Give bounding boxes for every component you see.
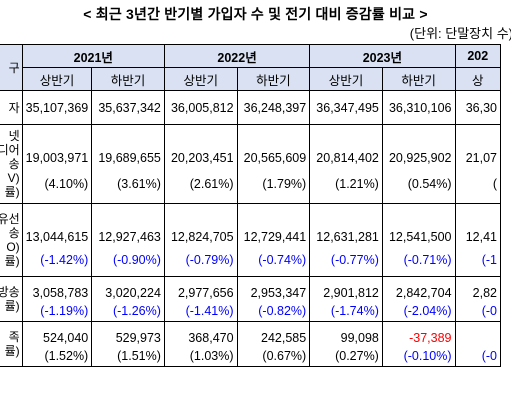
row-label-line: 송 bbox=[8, 226, 20, 240]
rate-cell: (-0 bbox=[454, 345, 502, 367]
value-cell: 12,41 bbox=[454, 203, 502, 244]
rate-cell: (1.51%) bbox=[91, 345, 165, 367]
value-cell: 12,631,281 bbox=[309, 203, 383, 244]
value-cell: 2,977,656 bbox=[163, 276, 238, 300]
row-label: 넷디어송V)률) bbox=[0, 124, 23, 204]
row-label-line: 족 bbox=[8, 330, 20, 344]
value-cell: -37,389 bbox=[381, 321, 456, 345]
unit-label: (단위: 단말장치 수) bbox=[409, 26, 511, 41]
row-label: 족 률) bbox=[0, 321, 23, 367]
rate-cell: (-0.79%) bbox=[163, 244, 238, 277]
row-label: 자 bbox=[0, 90, 23, 125]
header-half: 하반기 bbox=[236, 67, 311, 91]
header-year: 202 bbox=[454, 44, 502, 68]
value-cell: 19,003,971 bbox=[21, 124, 93, 165]
rate-cell: (-1.41%) bbox=[163, 300, 238, 322]
rate-cell: (-1 bbox=[454, 244, 502, 277]
header-half: 상반기 bbox=[309, 67, 383, 91]
value-cell: 19,689,655 bbox=[91, 124, 165, 165]
row-label-line: V) bbox=[7, 171, 20, 185]
rate-cell: (3.61%) bbox=[91, 165, 165, 204]
header-corner: 구 bbox=[0, 44, 23, 91]
row-label-line: 률) bbox=[4, 185, 20, 199]
value-cell: 20,925,902 bbox=[381, 124, 456, 165]
value-cell: 2,842,704 bbox=[381, 276, 456, 300]
rate-cell: (-0.90%) bbox=[91, 244, 165, 277]
page-title: < 최근 3년간 반기별 가입자 수 및 전기 대비 증감률 비교 > bbox=[83, 6, 428, 22]
row-label-line: 송 bbox=[8, 157, 20, 171]
value-cell: 36,248,397 bbox=[236, 90, 311, 125]
value-cell: 524,040 bbox=[21, 321, 93, 345]
row-label-line: 률) bbox=[4, 254, 20, 268]
row-label: 유선송O)률) bbox=[0, 203, 23, 277]
value-cell: 21,07 bbox=[454, 124, 502, 165]
header-half: 상반기 bbox=[163, 67, 238, 91]
value-cell: 36,005,812 bbox=[163, 90, 238, 125]
rate-cell: (1.03%) bbox=[163, 345, 238, 367]
rate-cell: (0.67%) bbox=[236, 345, 311, 367]
rate-cell: (1.79%) bbox=[236, 165, 311, 204]
row-label-line: 방송 bbox=[0, 285, 20, 299]
rate-cell: (-1.74%) bbox=[309, 300, 383, 322]
value-cell: 12,824,705 bbox=[163, 203, 238, 244]
header-year: 2023년 bbox=[309, 44, 456, 68]
value-cell: 99,098 bbox=[309, 321, 383, 345]
rate-cell: (-0.10%) bbox=[381, 345, 456, 367]
row-label-line: 디어 bbox=[0, 143, 20, 157]
rate-cell: (2.61%) bbox=[163, 165, 238, 204]
row-label-line: 률) bbox=[4, 299, 20, 313]
value-cell: 12,927,463 bbox=[91, 203, 165, 244]
value-cell bbox=[454, 321, 502, 345]
row-label: 방송률) bbox=[0, 276, 23, 322]
value-cell: 35,107,369 bbox=[21, 90, 93, 125]
value-cell: 36,30 bbox=[454, 90, 502, 125]
value-cell: 2,953,347 bbox=[236, 276, 311, 300]
row-label-line: 자 bbox=[8, 100, 20, 115]
rate-cell: (-0.74%) bbox=[236, 244, 311, 277]
rate-cell: (-2.04%) bbox=[381, 300, 456, 322]
header-year: 2022년 bbox=[163, 44, 311, 68]
rate-cell: (-1.19%) bbox=[21, 300, 93, 322]
value-cell: 3,058,783 bbox=[21, 276, 93, 300]
rate-cell: (-0.77%) bbox=[309, 244, 383, 277]
header-half: 상 bbox=[454, 67, 502, 91]
value-cell: 2,82 bbox=[454, 276, 502, 300]
value-cell: 3,020,224 bbox=[91, 276, 165, 300]
rate-cell: (-1.26%) bbox=[91, 300, 165, 322]
value-cell: 20,203,451 bbox=[163, 124, 238, 165]
value-cell: 368,470 bbox=[163, 321, 238, 345]
header-year: 2021년 bbox=[21, 44, 165, 68]
rate-cell: (-0 bbox=[454, 300, 502, 322]
rate-cell: (1.21%) bbox=[309, 165, 383, 204]
value-cell: 35,637,342 bbox=[91, 90, 165, 125]
value-cell: 12,729,441 bbox=[236, 203, 311, 244]
rate-cell: (0.54%) bbox=[381, 165, 456, 204]
value-cell: 242,585 bbox=[236, 321, 311, 345]
header-half: 하반기 bbox=[381, 67, 456, 91]
value-cell: 12,541,500 bbox=[381, 203, 456, 244]
rate-cell: ( bbox=[454, 165, 502, 204]
rate-cell: (0.27%) bbox=[309, 345, 383, 367]
value-cell: 529,973 bbox=[91, 321, 165, 345]
rate-cell: (1.52%) bbox=[21, 345, 93, 367]
row-label-line: 률) bbox=[4, 344, 20, 358]
rate-cell: (-0.71%) bbox=[381, 244, 456, 277]
rate-cell: (-0.82%) bbox=[236, 300, 311, 322]
value-cell: 36,310,106 bbox=[381, 90, 456, 125]
value-cell: 2,901,812 bbox=[309, 276, 383, 300]
value-cell: 36,347,495 bbox=[309, 90, 383, 125]
header-half: 상반기 bbox=[21, 67, 93, 91]
row-label-line: 유선 bbox=[0, 212, 20, 226]
rate-cell: (-1.42%) bbox=[21, 244, 93, 277]
value-cell: 20,565,609 bbox=[236, 124, 311, 165]
header-half: 하반기 bbox=[91, 67, 165, 91]
row-label-line: 넷 bbox=[8, 129, 20, 143]
value-cell: 13,044,615 bbox=[21, 203, 93, 244]
value-cell: 20,814,402 bbox=[309, 124, 383, 165]
row-label-line: O) bbox=[6, 240, 20, 254]
subscriber-table: 구 2021년 2022년 2023년 202 상반기 하반기 상반기 하반기 상반기 하반기 상 자 3… bbox=[0, 44, 502, 367]
rate-cell: (4.10%) bbox=[21, 165, 93, 204]
